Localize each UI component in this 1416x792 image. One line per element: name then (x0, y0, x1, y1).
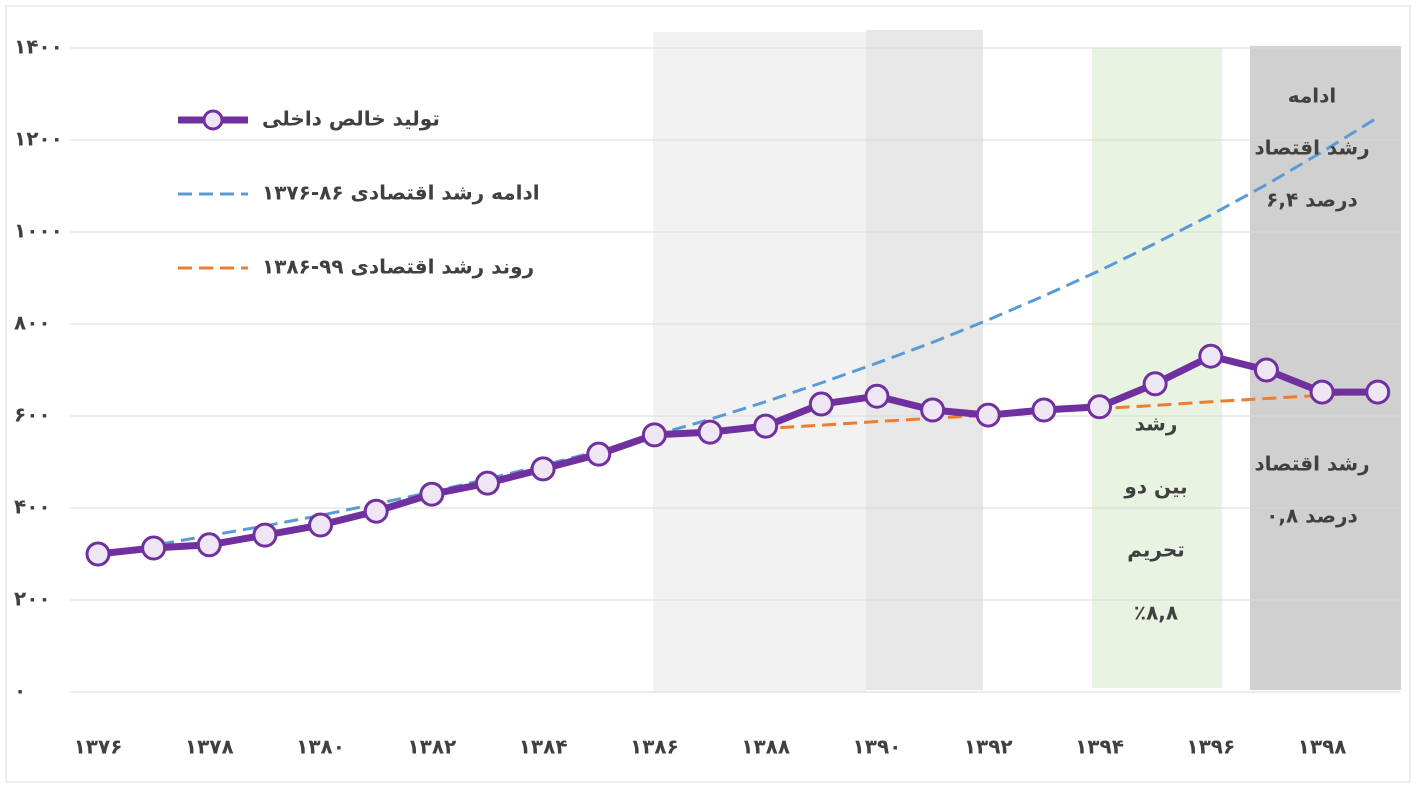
data-point (753, 413, 779, 439)
y-tick-label: ۱۴۰۰ (14, 35, 63, 59)
data-point (196, 532, 222, 558)
data-point (252, 522, 278, 548)
legend-marker (202, 109, 224, 131)
x-tick-label: ۱۳۸۸ (741, 735, 790, 759)
data-point (864, 383, 890, 409)
data-point (308, 512, 334, 538)
data-point (1142, 371, 1168, 397)
data-point (1031, 397, 1057, 423)
legend-label: روند رشد اقتصادی ۹۹-۱۳۸۶ (262, 255, 534, 279)
data-point (586, 441, 612, 467)
x-tick-label: ۱۳۷۶ (74, 735, 123, 759)
data-point (1253, 357, 1279, 383)
y-tick-label: ۸۰۰ (14, 311, 51, 335)
data-point (1087, 394, 1113, 420)
y-tick-label: ۰ (14, 679, 26, 703)
annotation: ۰,۸ درصد (1266, 504, 1358, 528)
annotation: ٪۸,۸ (1134, 601, 1178, 625)
y-tick-label: ۶۰۰ (14, 403, 51, 427)
x-tick-label: ۱۳۹۸ (1298, 735, 1347, 759)
x-tick-label: ۱۳۸۰ (296, 735, 345, 759)
y-tick-label: ۱۲۰۰ (14, 127, 63, 151)
annotation: رشد (1135, 412, 1178, 436)
data-point (808, 391, 834, 417)
data-point (474, 470, 500, 496)
annotation: بین دو (1123, 475, 1187, 499)
x-tick-label: ۱۳۸۶ (630, 735, 679, 759)
data-point (419, 481, 445, 507)
data-point (363, 498, 389, 524)
annotation: ادامه (1288, 84, 1337, 108)
data-point (1365, 379, 1391, 405)
x-tick-label: ۱۳۷۸ (185, 735, 234, 759)
x-tick-label: ۱۳۹۲ (964, 735, 1013, 759)
annotation: تحریم (1127, 538, 1185, 562)
x-tick-label: ۱۳۸۴ (519, 735, 568, 759)
y-tick-label: ۱۰۰۰ (14, 219, 63, 243)
legend-label: ادامه رشد اقتصادی ۸۶-۱۳۷۶ (262, 181, 540, 205)
annotation: ۶,۴ درصد (1266, 188, 1358, 212)
data-point (697, 419, 723, 445)
y-tick-label: ۲۰۰ (14, 587, 51, 611)
data-point (920, 397, 946, 423)
data-point (641, 422, 667, 448)
data-point (975, 402, 1001, 428)
x-tick-label: ۱۳۹۴ (1075, 735, 1124, 759)
x-tick-label: ۱۳۹۰ (853, 735, 902, 759)
data-point (1198, 343, 1224, 369)
y-tick-label: ۴۰۰ (14, 495, 51, 519)
period-shade (653, 32, 866, 692)
legend-label: تولید خالص داخلی (262, 107, 440, 131)
data-point (141, 535, 167, 561)
data-point (530, 456, 556, 482)
annotation: رشد اقتصاد (1254, 136, 1369, 160)
x-tick-label: ۱۳۸۲ (407, 735, 456, 759)
data-point (1309, 379, 1335, 405)
data-point (85, 541, 111, 567)
period-shade (1092, 48, 1222, 688)
annotation: رشد اقتصاد (1254, 452, 1369, 476)
x-tick-label: ۱۳۹۶ (1186, 735, 1235, 759)
